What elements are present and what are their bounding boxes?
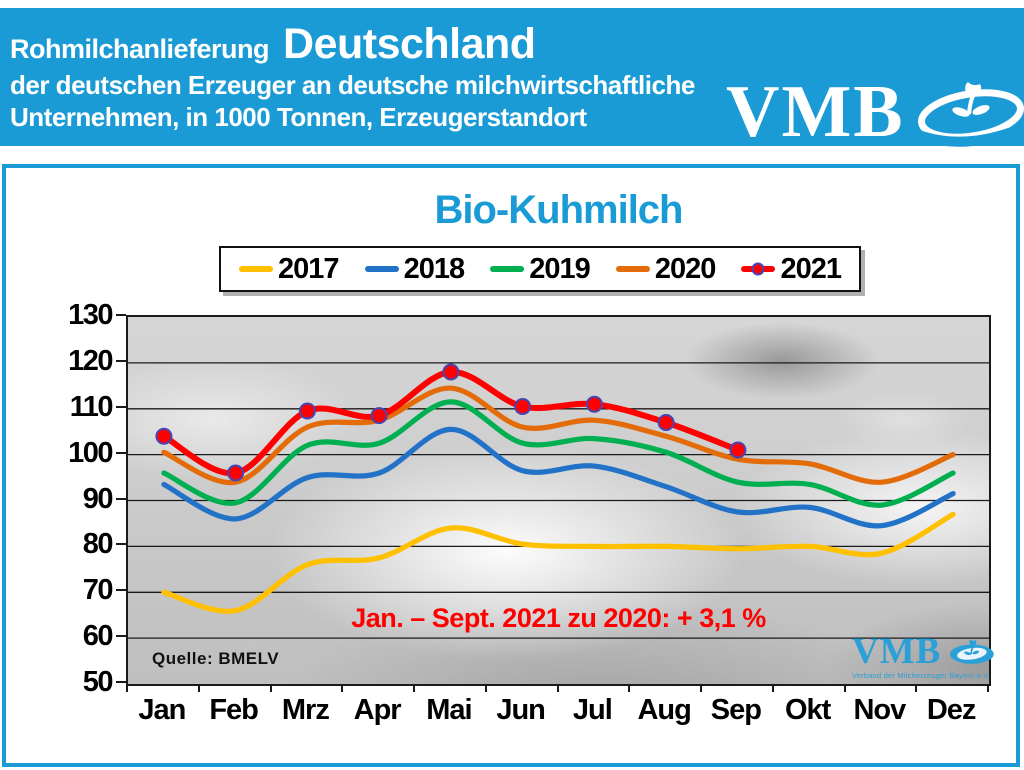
data-point-2021-Mrz bbox=[298, 402, 316, 420]
y-axis-tick bbox=[116, 635, 126, 638]
y-axis-tick bbox=[116, 543, 126, 546]
header-title-large: Deutschland bbox=[283, 20, 536, 68]
x-axis-label-Jun: Jun bbox=[496, 694, 546, 726]
y-axis-tick bbox=[116, 589, 126, 592]
x-axis-label-Mai: Mai bbox=[426, 694, 472, 726]
legend-item-2021: 2021 bbox=[741, 252, 842, 286]
header-subtitle-1: der deutschen Erzeuger an deutsche milch… bbox=[10, 70, 695, 100]
y-axis-label-120: 120 bbox=[68, 344, 113, 377]
legend-swatch-2018 bbox=[364, 266, 399, 272]
vmb-swirl-icon bbox=[905, 70, 1024, 153]
legend-item-2019: 2019 bbox=[490, 252, 591, 286]
data-point-2021-Aug bbox=[657, 414, 675, 431]
series-line-2020 bbox=[161, 385, 956, 486]
header-title: Rohmilchanlieferung Deutschland bbox=[10, 20, 536, 69]
vmb-watermark: VMB Verband der Milcherzeuger Bayern e.V… bbox=[852, 631, 999, 680]
data-point-2021-Feb bbox=[227, 464, 245, 482]
x-axis-tick bbox=[556, 684, 559, 692]
x-axis-tick bbox=[341, 684, 344, 692]
plot-area bbox=[126, 315, 991, 686]
header-subtitle-2: Unternehmen, in 1000 Tonnen, Erzeugersta… bbox=[10, 102, 587, 132]
data-point-2021-Jun bbox=[514, 398, 532, 415]
y-axis-tick bbox=[116, 405, 126, 408]
vmb-logo: VMB bbox=[726, 70, 1024, 153]
x-axis-label-Mrz: Mrz bbox=[281, 694, 330, 726]
legend-label-2019: 2019 bbox=[529, 252, 591, 285]
x-axis-tick bbox=[484, 684, 487, 692]
chart-title: Bio-Kuhmilch bbox=[434, 188, 684, 232]
legend-label-2017: 2017 bbox=[278, 252, 340, 285]
legend: 2017 2018 2019 2020 2021 bbox=[219, 246, 861, 292]
x-axis-label-Feb: Feb bbox=[209, 694, 259, 726]
header-title-small: Rohmilchanlieferung bbox=[10, 34, 270, 64]
x-axis-label-Apr: Apr bbox=[353, 694, 402, 726]
x-axis-tick bbox=[771, 684, 774, 692]
series-line-2018 bbox=[161, 426, 956, 529]
vmb-watermark-text: VMB bbox=[852, 631, 942, 672]
x-axis-label-Jan: Jan bbox=[138, 694, 186, 726]
x-axis-tick bbox=[126, 684, 128, 692]
data-point-2021-Jul bbox=[585, 395, 603, 413]
x-axis-tick bbox=[628, 684, 631, 692]
series-line-2019 bbox=[161, 399, 956, 508]
y-axis-label-110: 110 bbox=[69, 390, 114, 423]
legend-label-2018: 2018 bbox=[403, 252, 466, 285]
y-axis-label-70: 70 bbox=[82, 574, 114, 607]
legend-swatch-2021 bbox=[741, 262, 776, 276]
y-axis-tick bbox=[116, 451, 126, 454]
x-axis-tick bbox=[413, 684, 415, 692]
data-point-2021-Mai bbox=[442, 363, 460, 381]
x-axis-tick bbox=[700, 684, 702, 692]
x-axis-tick bbox=[987, 684, 989, 692]
x-axis-tick bbox=[269, 684, 272, 692]
y-axis-tick bbox=[116, 497, 126, 500]
y-axis-label-130: 130 bbox=[68, 299, 113, 331]
data-point-2021-Apr bbox=[370, 407, 388, 425]
y-axis-tick bbox=[116, 314, 126, 316]
legend-marker-2021 bbox=[751, 262, 765, 276]
x-axis-tick bbox=[915, 684, 918, 692]
x-axis-label-Okt: Okt bbox=[784, 694, 831, 726]
legend-item-2018: 2018 bbox=[364, 252, 466, 286]
legend-label-2021: 2021 bbox=[780, 252, 842, 285]
source-label: Quelle: BMELV bbox=[152, 649, 280, 668]
y-axis-label-90: 90 bbox=[82, 482, 114, 515]
y-axis-tick bbox=[116, 681, 126, 683]
y-axis-label-80: 80 bbox=[82, 528, 114, 561]
x-axis-tick bbox=[843, 684, 846, 692]
legend-swatch-2017 bbox=[239, 266, 273, 272]
vmb-watermark-tagline: Verband der Milcherzeuger Bayern e.V. bbox=[852, 671, 991, 680]
vmb-logo-text: VMB bbox=[726, 70, 905, 153]
y-axis-tick bbox=[116, 359, 126, 362]
data-point-2021-Sep bbox=[729, 441, 747, 459]
vmb-watermark-swirl-icon bbox=[943, 634, 999, 670]
chart-canvas bbox=[128, 362, 989, 639]
y-axis-label-50: 50 bbox=[82, 666, 114, 698]
legend-swatch-2019 bbox=[490, 266, 525, 272]
legend-label-2020: 2020 bbox=[654, 252, 717, 285]
x-axis-label-Aug: Aug bbox=[637, 694, 691, 726]
annotation-text: Jan. – Sept. 2021 zu 2020: + 3,1 % bbox=[351, 603, 766, 633]
series-line-2017 bbox=[161, 511, 956, 614]
x-axis-label-Nov: Nov bbox=[853, 694, 906, 726]
y-axis-label-60: 60 bbox=[82, 620, 114, 653]
data-point-2021-Jan bbox=[155, 427, 173, 445]
y-axis-label-100: 100 bbox=[68, 436, 113, 469]
x-axis-label-Sep: Sep bbox=[710, 694, 762, 726]
legend-swatch-2020 bbox=[615, 266, 650, 272]
x-axis-tick bbox=[197, 684, 200, 692]
legend-item-2020: 2020 bbox=[615, 252, 717, 286]
legend-item-2017: 2017 bbox=[239, 252, 340, 286]
x-axis-label-Jul: Jul bbox=[572, 694, 613, 726]
header-banner: Rohmilchanlieferung Deutschland der deut… bbox=[0, 8, 1024, 149]
x-axis-label-Dez: Dez bbox=[926, 694, 977, 726]
